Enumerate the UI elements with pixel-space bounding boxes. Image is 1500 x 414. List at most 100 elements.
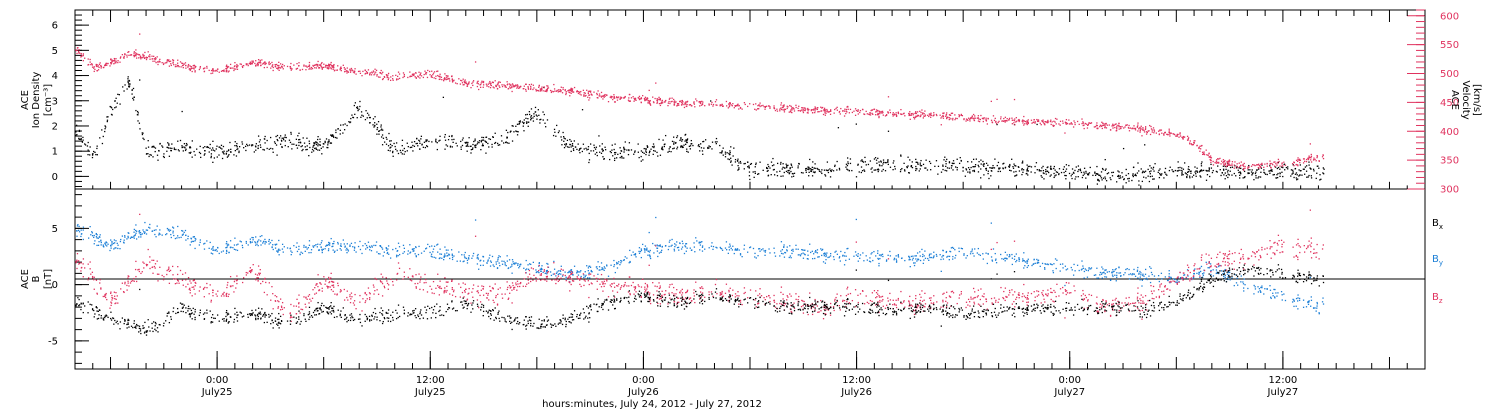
velocity-series-point <box>695 98 696 99</box>
velocity-series-point <box>844 115 845 116</box>
density-series-point <box>987 173 988 174</box>
by-series-point <box>489 255 490 256</box>
velocity-series-point <box>732 103 733 104</box>
density-series-point <box>209 148 210 149</box>
velocity-series-point <box>1193 142 1194 143</box>
velocity-series-point <box>181 63 182 64</box>
by-series-point <box>923 259 924 260</box>
velocity-series-point <box>924 113 925 114</box>
density-series-point <box>402 150 403 151</box>
density-series-point <box>258 148 259 149</box>
velocity-series-point <box>77 47 78 48</box>
density-series-point <box>81 138 82 139</box>
density-series-point <box>298 142 299 143</box>
density-series-point <box>661 147 662 148</box>
velocity-series-point <box>1000 118 1001 119</box>
velocity-series-point <box>676 105 677 106</box>
density-series-point <box>825 175 826 176</box>
density-series-point <box>1100 176 1101 177</box>
velocity-series-point <box>467 86 468 87</box>
by-series-point <box>300 252 301 253</box>
velocity-series-point <box>1113 125 1114 126</box>
density-series-point <box>644 148 645 149</box>
density-series-point <box>445 140 446 141</box>
velocity-series-point <box>268 64 269 65</box>
by-series-point <box>517 265 518 266</box>
density-series-point <box>725 156 726 157</box>
density-series-point <box>612 145 613 146</box>
velocity-series-point <box>280 67 281 68</box>
by-series-point <box>599 266 600 267</box>
density-series-point <box>624 149 625 150</box>
velocity-series-point <box>483 84 484 85</box>
density-series-point <box>821 169 822 170</box>
velocity-series-point <box>764 109 765 110</box>
density-series-point <box>749 179 750 180</box>
density-series-point <box>212 147 213 148</box>
velocity-series-point <box>980 119 981 120</box>
velocity-series-point <box>212 72 213 73</box>
density-series-point <box>1210 164 1211 165</box>
density-series-point <box>983 174 984 175</box>
by-series-point <box>645 245 646 246</box>
density-series-point <box>572 145 573 146</box>
density-series-point <box>1304 169 1305 170</box>
velocity-series-point <box>210 73 211 74</box>
velocity-series-point <box>1050 121 1051 122</box>
velocity-series-point <box>1137 124 1138 125</box>
velocity-series-point <box>236 64 237 65</box>
density-series-point <box>351 114 352 115</box>
velocity-series-point <box>1224 160 1225 161</box>
velocity-series-point <box>296 63 297 64</box>
density-series-point <box>879 165 880 166</box>
velocity-series-point <box>416 78 417 79</box>
density-series-point <box>674 148 675 149</box>
density-series-point <box>868 164 869 165</box>
velocity-series-point <box>1232 161 1233 162</box>
density-series-point <box>1071 175 1072 176</box>
velocity-series-point <box>140 58 141 59</box>
density-series-point <box>786 167 787 168</box>
velocity-series-point <box>163 64 164 65</box>
top-right-tick-label: 350 <box>1440 156 1459 167</box>
density-series-point <box>354 114 355 115</box>
density-series-point <box>255 150 256 151</box>
density-series-point <box>813 171 814 172</box>
velocity-series-point <box>1104 123 1105 124</box>
density-series-point <box>448 139 449 140</box>
velocity-series-point <box>260 61 261 62</box>
density-series-point <box>689 146 690 147</box>
density-series-point <box>102 143 103 144</box>
by-series-point <box>143 231 144 232</box>
velocity-series-point <box>1240 165 1241 166</box>
density-series-point <box>525 118 526 119</box>
velocity-series-point <box>1011 118 1012 119</box>
density-series-point <box>411 142 412 143</box>
density-series-point <box>672 148 673 149</box>
by-series-point <box>1088 267 1089 268</box>
by-series-point <box>824 255 825 256</box>
density-series-point <box>270 137 271 138</box>
density-series-point <box>1152 176 1153 177</box>
velocity-series-point <box>1115 124 1116 125</box>
velocity-series-point <box>1040 123 1041 124</box>
density-series-point <box>539 122 540 123</box>
velocity-series-point <box>203 68 204 69</box>
density-series-point <box>335 137 336 138</box>
velocity-series-point <box>146 59 147 60</box>
density-series-point <box>953 160 954 161</box>
density-series-point <box>388 145 389 146</box>
density-series-point <box>967 171 968 172</box>
velocity-series-point <box>647 98 648 99</box>
velocity-series-point <box>662 100 663 101</box>
by-series-point <box>1101 274 1102 275</box>
velocity-series-point <box>248 65 249 66</box>
velocity-series-point <box>1036 119 1037 120</box>
density-series-point <box>777 175 778 176</box>
velocity-series-point <box>316 67 317 68</box>
velocity-series-point <box>237 69 238 70</box>
density-series-point <box>1034 172 1035 173</box>
velocity-series-point <box>978 120 979 121</box>
density-series-point <box>148 146 149 147</box>
velocity-series-point <box>1097 128 1098 129</box>
